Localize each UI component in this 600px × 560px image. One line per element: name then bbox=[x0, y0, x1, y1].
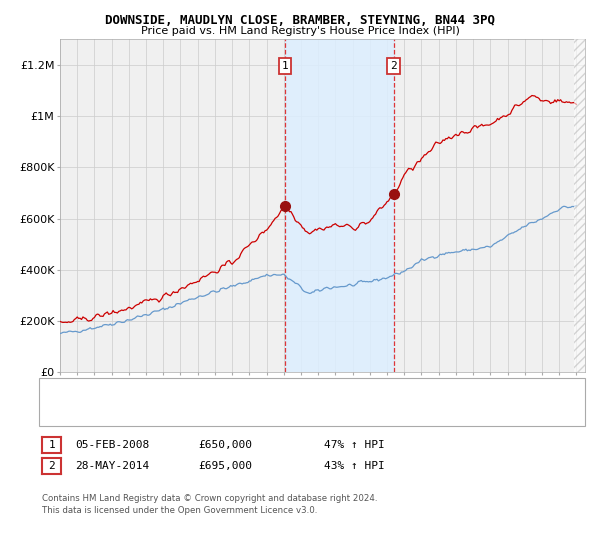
Text: 1: 1 bbox=[48, 440, 55, 450]
Text: 28-MAY-2014: 28-MAY-2014 bbox=[75, 461, 149, 471]
Text: Contains HM Land Registry data © Crown copyright and database right 2024.: Contains HM Land Registry data © Crown c… bbox=[42, 494, 377, 503]
Bar bbox=[286, 39, 394, 372]
Text: 05-FEB-2008: 05-FEB-2008 bbox=[75, 440, 149, 450]
Text: 1: 1 bbox=[282, 61, 289, 71]
Text: HPI: Average price, detached house, Horsham: HPI: Average price, detached house, Hors… bbox=[84, 407, 303, 416]
Text: £695,000: £695,000 bbox=[198, 461, 252, 471]
Text: 2: 2 bbox=[48, 461, 55, 471]
Text: DOWNSIDE, MAUDLYN CLOSE, BRAMBER, STEYNING, BN44 3PQ: DOWNSIDE, MAUDLYN CLOSE, BRAMBER, STEYNI… bbox=[105, 14, 495, 27]
Text: 47% ↑ HPI: 47% ↑ HPI bbox=[324, 440, 385, 450]
Text: DOWNSIDE, MAUDLYN CLOSE, BRAMBER, STEYNING, BN44 3PQ (detached house): DOWNSIDE, MAUDLYN CLOSE, BRAMBER, STEYNI… bbox=[84, 388, 468, 397]
Text: 43% ↑ HPI: 43% ↑ HPI bbox=[324, 461, 385, 471]
Text: £650,000: £650,000 bbox=[198, 440, 252, 450]
Text: This data is licensed under the Open Government Licence v3.0.: This data is licensed under the Open Gov… bbox=[42, 506, 317, 515]
Text: 2: 2 bbox=[390, 61, 397, 71]
Text: Price paid vs. HM Land Registry's House Price Index (HPI): Price paid vs. HM Land Registry's House … bbox=[140, 26, 460, 36]
